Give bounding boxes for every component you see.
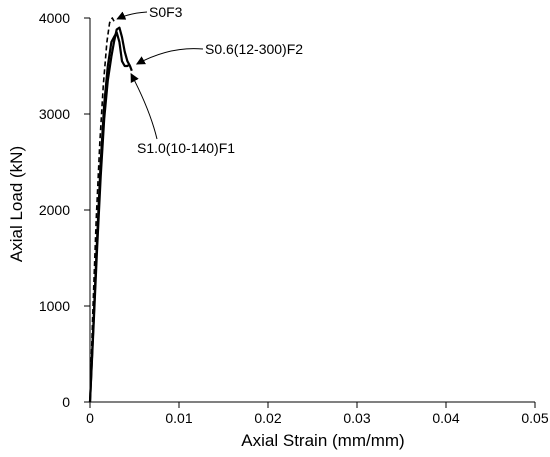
y-tick-label: 2000: [39, 202, 70, 218]
x-tick-label: 0.05: [521, 410, 548, 426]
y-tick-label: 0: [62, 394, 70, 410]
annotation-arrow: [116, 11, 148, 20]
y-tick-label: 1000: [39, 298, 70, 314]
x-tick-label: 0.03: [343, 410, 370, 426]
x-tick-label: 0.01: [165, 410, 192, 426]
y-axis-title: Axial Load (kN): [7, 146, 26, 262]
x-tick-label: 0.02: [254, 410, 281, 426]
x-tick-label: 0: [86, 410, 94, 426]
y-tick-label: 4000: [39, 10, 70, 26]
x-axis-ticks: 0 0.01 0.02 0.03 0.04 0.05: [86, 402, 549, 426]
x-tick-label: 0.04: [432, 410, 459, 426]
y-axis-ticks: 0 1000 2000 3000 4000: [39, 10, 90, 410]
plot-area: 0 0.01 0.02 0.03 0.04 0.05 01000200030004000 …: [39, 4, 549, 426]
annotation-arrow: [135, 48, 204, 65]
annotation-label: S0.6(12-300)F2: [205, 41, 303, 57]
series-layer: [88, 17, 133, 403]
annotation-label: S0F3: [149, 4, 183, 20]
y-tick-label: 3000: [39, 106, 70, 122]
annotation-label: S1.0(10-140)F1: [137, 140, 235, 156]
annotation-arrow: [130, 73, 158, 140]
series-line-3: [88, 26, 133, 403]
x-axis-title: Axial Strain (mm/mm): [241, 431, 404, 450]
annotation-layer: S0F3 S0.6(12-300)F2 S1.0(10-140)F1: [116, 4, 303, 156]
